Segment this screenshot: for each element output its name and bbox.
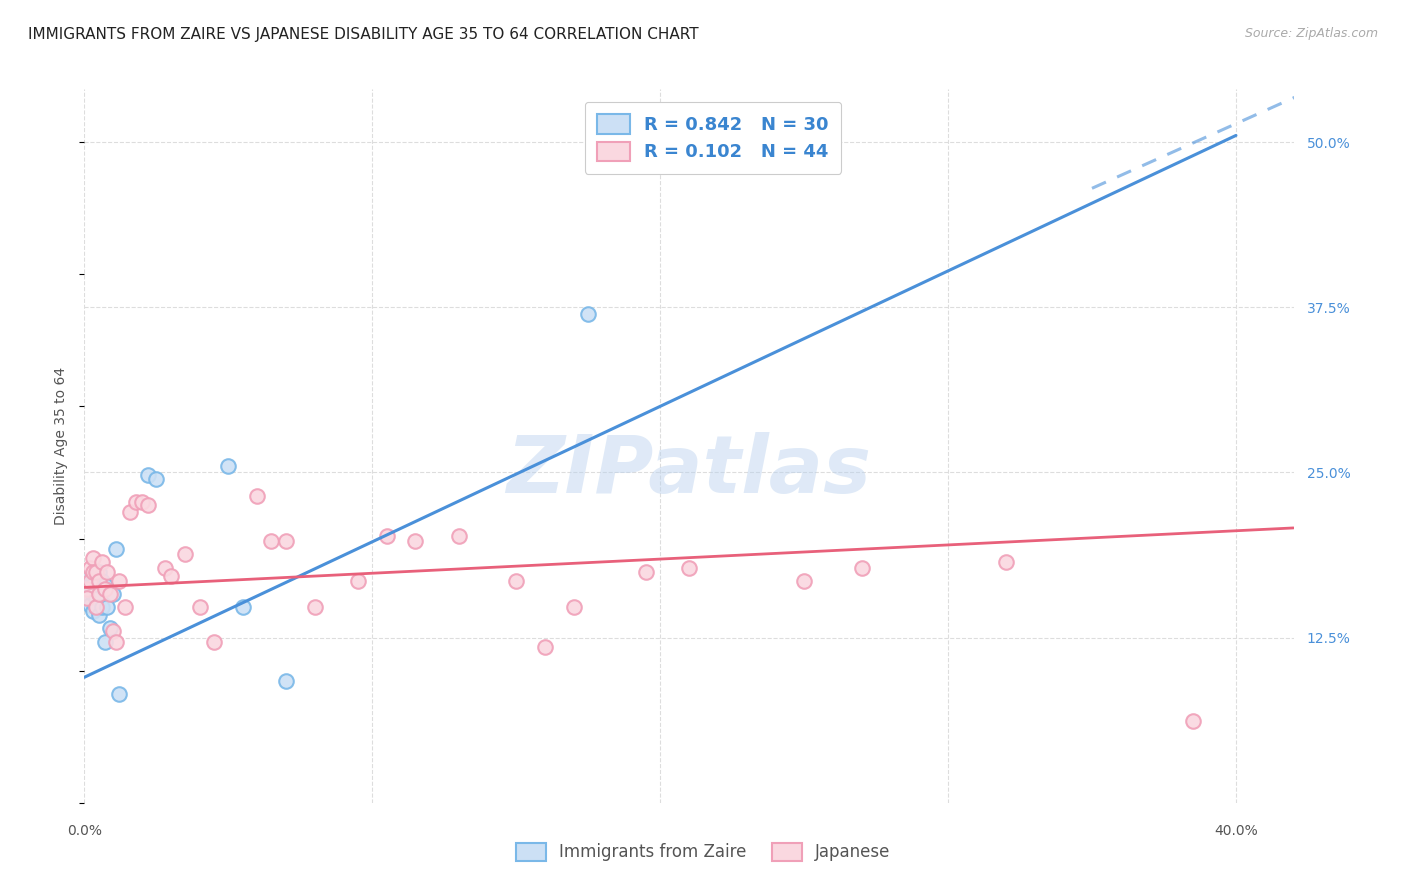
Point	[505, 574, 527, 588]
Point	[76, 571, 98, 585]
Point	[82, 565, 104, 579]
Point	[84, 600, 107, 615]
Point	[93, 634, 115, 648]
Point	[217, 458, 239, 473]
Point	[79, 560, 101, 574]
Point	[120, 505, 142, 519]
Legend: R = 0.842   N = 30, R = 0.102   N = 44: R = 0.842 N = 30, R = 0.102 N = 44	[585, 102, 841, 174]
Point	[90, 600, 112, 615]
Text: Source: ZipAtlas.com: Source: ZipAtlas.com	[1244, 27, 1378, 40]
Point	[82, 551, 104, 566]
Point	[174, 547, 197, 561]
Point	[159, 568, 181, 582]
Point	[246, 489, 269, 503]
Point	[84, 582, 107, 596]
Point	[87, 587, 110, 601]
Point	[96, 565, 118, 579]
Point	[274, 534, 297, 549]
Point	[101, 624, 124, 638]
Text: IMMIGRANTS FROM ZAIRE VS JAPANESE DISABILITY AGE 35 TO 64 CORRELATION CHART: IMMIGRANTS FROM ZAIRE VS JAPANESE DISABI…	[28, 27, 699, 42]
Point	[131, 494, 153, 508]
Point	[1181, 714, 1204, 728]
Point	[76, 582, 98, 596]
Point	[793, 574, 815, 588]
Point	[101, 587, 124, 601]
Point	[76, 584, 98, 599]
Point	[534, 640, 557, 654]
Y-axis label: Disability Age 35 to 64: Disability Age 35 to 64	[55, 367, 69, 525]
Point	[82, 604, 104, 618]
Point	[87, 574, 110, 588]
Point	[136, 468, 159, 483]
Point	[274, 674, 297, 689]
Point	[260, 534, 283, 549]
Text: 0.0%: 0.0%	[67, 824, 101, 838]
Point	[105, 542, 128, 557]
Point	[98, 621, 121, 635]
Point	[114, 600, 136, 615]
Point	[678, 560, 700, 574]
Point	[347, 574, 370, 588]
Point	[87, 578, 110, 592]
Point	[188, 600, 211, 615]
Point	[153, 560, 176, 574]
Point	[136, 499, 159, 513]
Point	[304, 600, 326, 615]
Point	[79, 598, 101, 612]
Point	[634, 565, 657, 579]
Point	[447, 529, 470, 543]
Point	[145, 472, 167, 486]
Point	[84, 565, 107, 579]
Point	[108, 574, 131, 588]
Point	[79, 591, 101, 605]
Point	[108, 688, 131, 702]
Text: ZIPatlas: ZIPatlas	[506, 432, 872, 509]
Point	[562, 600, 585, 615]
Point	[90, 555, 112, 569]
Point	[87, 608, 110, 623]
Point	[576, 307, 599, 321]
Legend: Immigrants from Zaire, Japanese: Immigrants from Zaire, Japanese	[509, 836, 897, 868]
Point	[82, 587, 104, 601]
Point	[82, 571, 104, 585]
Point	[93, 582, 115, 596]
Point	[851, 560, 873, 574]
Point	[84, 600, 107, 615]
Point	[404, 534, 426, 549]
Point	[76, 591, 98, 605]
Point	[79, 574, 101, 588]
Point	[105, 634, 128, 648]
Text: 40.0%: 40.0%	[1213, 824, 1258, 838]
Point	[232, 600, 254, 615]
Point	[96, 600, 118, 615]
Point	[202, 634, 225, 648]
Point	[90, 574, 112, 588]
Point	[93, 578, 115, 592]
Point	[375, 529, 398, 543]
Point	[98, 587, 121, 601]
Point	[125, 494, 148, 508]
Point	[87, 565, 110, 579]
Point	[994, 555, 1017, 569]
Point	[79, 578, 101, 592]
Point	[84, 591, 107, 605]
Point	[82, 578, 104, 592]
